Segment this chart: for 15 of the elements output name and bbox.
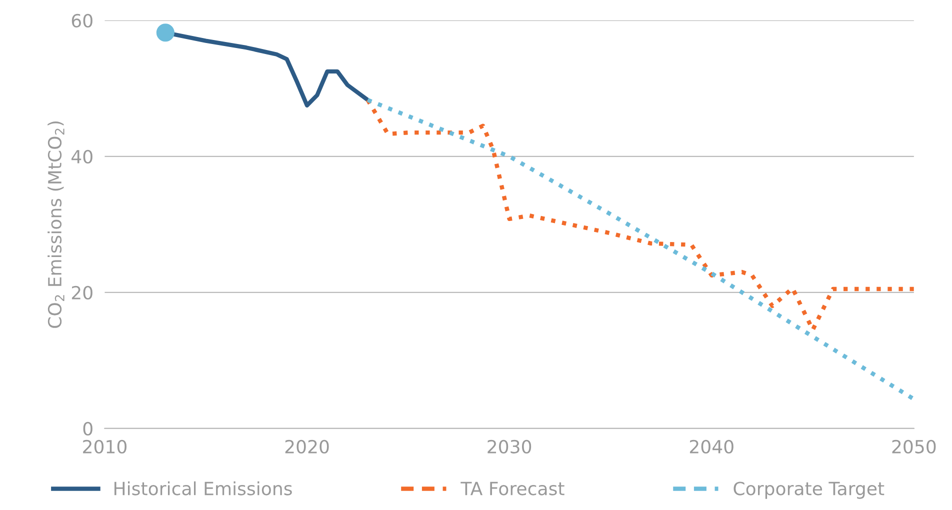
x-tick-label: 2040 (690, 440, 734, 454)
legend-label: Corporate Target (734, 482, 884, 499)
y-tick-label: 0 (83, 422, 92, 436)
x-tick-label: 2020 (285, 440, 329, 454)
legend-label: Historical Emissions (114, 481, 292, 496)
x-tick-label: 2050 (892, 440, 936, 454)
y-tick-label: 60 (72, 14, 92, 28)
y-tick-label: 40 (72, 150, 92, 164)
line-series (366, 98, 914, 332)
y-tick-label: 20 (72, 286, 92, 300)
x-tick-label: 2010 (83, 440, 126, 454)
x-tick-label: 2030 (488, 440, 532, 454)
line-series (366, 98, 914, 402)
y-axis-title: CO$_{2}$ Emissions (MtCO$_{2}$) (48, 121, 64, 328)
legend-label: TA Forecast (460, 482, 564, 496)
